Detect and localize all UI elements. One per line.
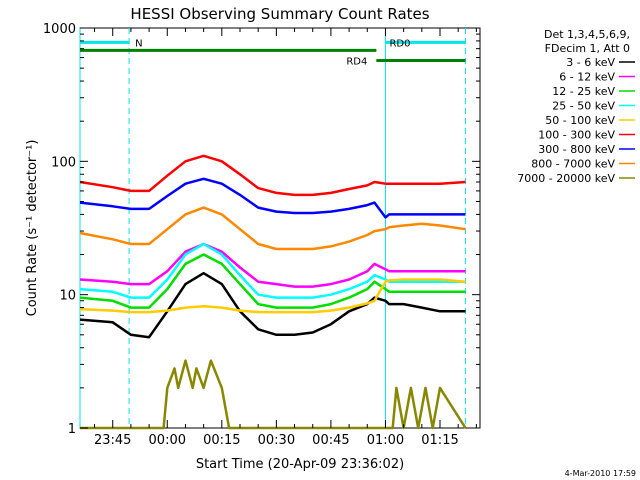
legend-label-8: 7000 - 20000 keV <box>517 172 615 185</box>
y-tick-label-2: 100 <box>51 155 76 170</box>
legend-label-2: 12 - 25 keV <box>552 85 615 98</box>
chart-title: HESSI Observing Summary Count Rates <box>130 5 429 23</box>
legend-label-4: 50 - 100 keV <box>545 114 615 127</box>
legend: Det 1,3,4,5,6,9,FDecim 1, Att 03 - 6 keV… <box>517 28 635 185</box>
flag-label-1: RD0 <box>389 38 410 49</box>
x-tick-label-4: 00:45 <box>312 433 349 448</box>
series-line-2 <box>79 253 466 309</box>
legend-label-3: 25 - 50 keV <box>552 100 615 113</box>
legend-label-6: 300 - 800 keV <box>538 143 615 156</box>
x-tick-label-2: 00:15 <box>203 433 240 448</box>
series-line-0 <box>79 271 466 339</box>
x-tick-label-6: 01:15 <box>421 433 458 448</box>
footer-timestamp: 4-Mar-2010 17:59 <box>565 469 636 478</box>
legend-label-1: 6 - 12 keV <box>559 71 615 84</box>
x-tick-label-3: 00:30 <box>258 433 295 448</box>
y-axis-label: Count Rate (s⁻¹ detector⁻¹) <box>25 140 40 317</box>
legend-label-5: 100 - 300 keV <box>538 129 615 142</box>
flag-label-2: RD4 <box>346 57 367 68</box>
x-tick-label-5: 01:00 <box>367 433 404 448</box>
series-line-5 <box>79 154 466 197</box>
y-tick-label-0: 1 <box>68 422 76 437</box>
x-axis: 23:45 00:00 00:15 00:30 00:45 01:00 01:15 <box>94 28 477 448</box>
mode-flag-bars: N RD0 RD4 <box>80 38 466 68</box>
mode-marker-lines <box>79 28 466 428</box>
legend-label-0: 3 - 6 keV <box>566 56 615 69</box>
legend-label-7: 800 - 7000 keV <box>531 158 615 171</box>
y-axis: 1 10 100 1000 <box>43 22 480 437</box>
x-tick-label-0: 23:45 <box>94 433 131 448</box>
y-tick-label-3: 1000 <box>43 22 76 37</box>
series-line-3 <box>79 242 466 299</box>
x-axis-label: Start Time (20-Apr-09 23:36:02) <box>196 457 404 472</box>
series-line-8 <box>80 359 467 430</box>
x-tick-label-1: 00:00 <box>149 433 186 448</box>
plot-frame <box>79 27 481 429</box>
data-series-group <box>79 154 467 430</box>
flag-label-0: N <box>135 38 142 49</box>
legend-header-0: Det 1,3,4,5,6,9, <box>544 28 630 41</box>
series-line-6 <box>79 177 466 219</box>
y-tick-label-1: 10 <box>59 289 76 304</box>
series-line-4 <box>79 278 466 314</box>
series-line-7 <box>79 206 466 251</box>
legend-header-1: FDecim 1, Att 0 <box>545 42 630 55</box>
series-line-1 <box>79 242 466 288</box>
